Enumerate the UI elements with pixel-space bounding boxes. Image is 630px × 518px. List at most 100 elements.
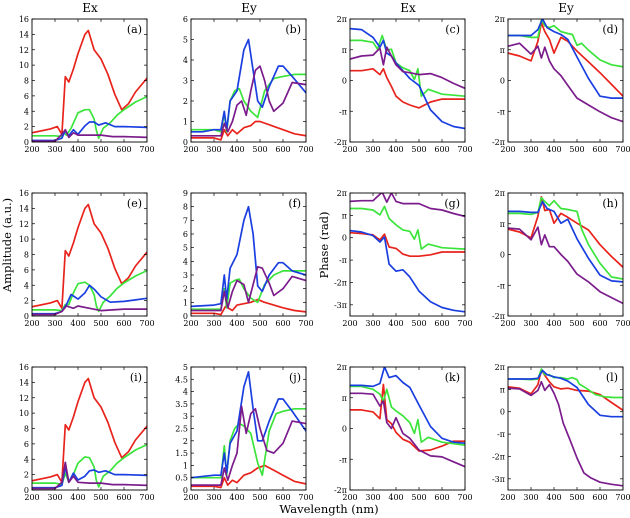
panel-b-x-tick-label: 300 bbox=[206, 145, 221, 154]
panel-j: 200 300 400 500 600 700 0 0.5 1 1.5 2 2.5 3 3.5 4 4.5 5 (… bbox=[175, 363, 313, 502]
panel-b-y-tick-label: 5 bbox=[183, 36, 188, 45]
panel-j-y-tick-label: 0 bbox=[183, 486, 188, 495]
panel-d-x-tick-label: 500 bbox=[569, 145, 584, 154]
panel-j-y-tick-label: 3 bbox=[183, 412, 188, 421]
panel-f: 200 300 400 500 600 700 0 1 2 3 4 5 6 7 8 9 (f) bbox=[183, 189, 314, 328]
panel-a-y-tick-label: 14 bbox=[19, 30, 29, 39]
panel-c-y-tick-label: -2π bbox=[334, 138, 347, 147]
panel-c-x-tick-label: 700 bbox=[457, 145, 472, 154]
panel-e-y-tick-label: 2 bbox=[24, 297, 29, 306]
panel-h-series-green bbox=[508, 196, 623, 280]
panel-d-x-tick-label: 400 bbox=[546, 145, 561, 154]
panel-k-x-tick-label: 500 bbox=[411, 493, 426, 502]
panel-h-x-tick-label: 400 bbox=[546, 319, 561, 328]
panel-j-series-purple bbox=[191, 405, 306, 486]
panel-f-y-tick-label: 4 bbox=[183, 257, 188, 266]
panel-l-label: (l) bbox=[606, 371, 618, 384]
panel-g: 200 300 400 500 600 700 -3π -2π -π 0 π 2π (g) bbox=[334, 189, 473, 328]
panel-k-series-purple bbox=[350, 392, 465, 468]
panel-d-label: (d) bbox=[602, 23, 618, 36]
panel-i-y-tick-label: 0 bbox=[24, 486, 29, 495]
panel-e-label: (e) bbox=[127, 197, 142, 210]
panel-h-x-tick-label: 500 bbox=[569, 319, 584, 328]
panel-a-x-tick-label: 600 bbox=[116, 145, 131, 154]
panel-i-y-tick-label: 6 bbox=[24, 440, 29, 449]
panel-a-x-tick-label: 500 bbox=[93, 145, 108, 154]
panel-f-y-tick-label: 1 bbox=[183, 298, 188, 307]
panel-j-x-tick-label: 700 bbox=[298, 493, 313, 502]
panel-i-y-tick-label: 14 bbox=[19, 378, 29, 387]
panel-g-x-tick-label: 700 bbox=[457, 319, 472, 328]
panel-c-series-blue bbox=[350, 27, 465, 130]
panel-d-series-red bbox=[508, 21, 623, 98]
panel-j-label: (j) bbox=[289, 371, 301, 384]
panel-d-series-group bbox=[508, 19, 623, 123]
panel-l-series-blue bbox=[508, 369, 623, 418]
panel-c-label: (c) bbox=[445, 23, 460, 36]
panel-d-series-green bbox=[508, 19, 623, 68]
panel-l-x-tick-label: 700 bbox=[615, 493, 630, 502]
panel-l-frame bbox=[507, 366, 624, 491]
panel-i-x-tick-label: 300 bbox=[47, 493, 62, 502]
panel-g-y-tick-label: -π bbox=[339, 256, 347, 265]
panel-e-x-tick-label: 600 bbox=[116, 319, 131, 328]
panel-h-y-tick-label: π bbox=[500, 220, 505, 229]
panel-h-y-tick-label: -2π bbox=[492, 312, 505, 321]
panel-e-x-tick-label: 700 bbox=[139, 319, 154, 328]
panel-a-series-purple bbox=[32, 128, 147, 142]
panel-f-y-tick-label: 6 bbox=[183, 230, 188, 239]
panel-i-x-tick-label: 200 bbox=[24, 493, 39, 502]
panel-h-x-tick-label: 200 bbox=[500, 319, 515, 328]
panel-e-y-tick-label: 16 bbox=[19, 189, 29, 198]
panel-h-x-tick-label: 700 bbox=[615, 319, 630, 328]
panel-g-y-tick-label: -3π bbox=[334, 301, 347, 310]
panel-e-series-red bbox=[32, 203, 147, 310]
panel-g-x-tick-label: 400 bbox=[388, 319, 403, 328]
panel-b: 200 300 400 500 600 700 0 1 2 3 4 5 6 (b) bbox=[183, 15, 314, 154]
panel-e-y-tick-label: 10 bbox=[19, 235, 29, 244]
panel-a-y-tick-label: 12 bbox=[19, 46, 29, 55]
panel-h-label: (h) bbox=[602, 197, 618, 210]
panel-b-x-tick-label: 200 bbox=[183, 145, 198, 154]
panel-e-x-tick-label: 300 bbox=[47, 319, 62, 328]
panel-b-x-tick-label: 600 bbox=[275, 145, 290, 154]
column-title-4: Ey bbox=[558, 1, 574, 15]
panel-d-y-tick-label: 0 bbox=[500, 77, 505, 86]
panel-e-y-tick-label: 4 bbox=[24, 281, 29, 290]
panel-a-y-tick-label: 6 bbox=[24, 92, 29, 101]
panel-c-y-tick-label: π bbox=[342, 46, 347, 55]
panel-e-series-group bbox=[32, 203, 147, 316]
panel-d-y-tick-label: -π bbox=[497, 107, 505, 116]
panel-a-y-tick-label: 2 bbox=[24, 123, 29, 132]
panel-k-series-blue bbox=[350, 367, 465, 445]
panel-k-y-tick-label: -π bbox=[339, 455, 347, 464]
panel-d-x-tick-label: 700 bbox=[615, 145, 630, 154]
panel-b-series-green bbox=[191, 73, 306, 133]
panel-d-y-tick-label: -2π bbox=[492, 138, 505, 147]
panel-j-y-tick-label: 2.5 bbox=[175, 425, 188, 434]
panel-b-x-tick-label: 500 bbox=[252, 145, 267, 154]
panel-a-series-blue bbox=[32, 121, 147, 142]
panel-d: 200 300 400 500 600 700 -2π -π 0 π 2π (d) bbox=[492, 15, 630, 154]
panel-j-y-tick-label: 4.5 bbox=[175, 375, 188, 384]
panel-i-y-tick-label: 16 bbox=[19, 363, 29, 372]
panel-c-y-tick-label: -π bbox=[339, 107, 347, 116]
panel-j-y-tick-label: 4 bbox=[183, 388, 188, 397]
panel-a-y-tick-label: 4 bbox=[24, 107, 29, 116]
panel-h-y-tick-label: 0 bbox=[500, 251, 505, 260]
panel-i-x-tick-label: 600 bbox=[116, 493, 131, 502]
panel-e-x-tick-label: 500 bbox=[93, 319, 108, 328]
panel-k-series-group bbox=[350, 367, 465, 468]
panel-f-x-tick-label: 200 bbox=[183, 319, 198, 328]
panel-i-y-tick-label: 2 bbox=[24, 471, 29, 480]
panel-f-y-tick-label: 9 bbox=[183, 189, 188, 198]
panel-j-y-tick-label: 1.5 bbox=[175, 449, 188, 458]
panel-j-series-red bbox=[191, 464, 306, 489]
panel-f-frame bbox=[190, 192, 307, 317]
panel-a: 200 300 400 500 600 700 0 2 4 6 8 10 12 14 16 (a) bbox=[19, 15, 155, 154]
panel-l: 200 300 400 500 600 700 -3π -2π -π 0 π 2π (l) bbox=[492, 363, 630, 502]
panel-g-series-purple bbox=[350, 193, 465, 218]
panel-k-x-tick-label: 300 bbox=[365, 493, 380, 502]
